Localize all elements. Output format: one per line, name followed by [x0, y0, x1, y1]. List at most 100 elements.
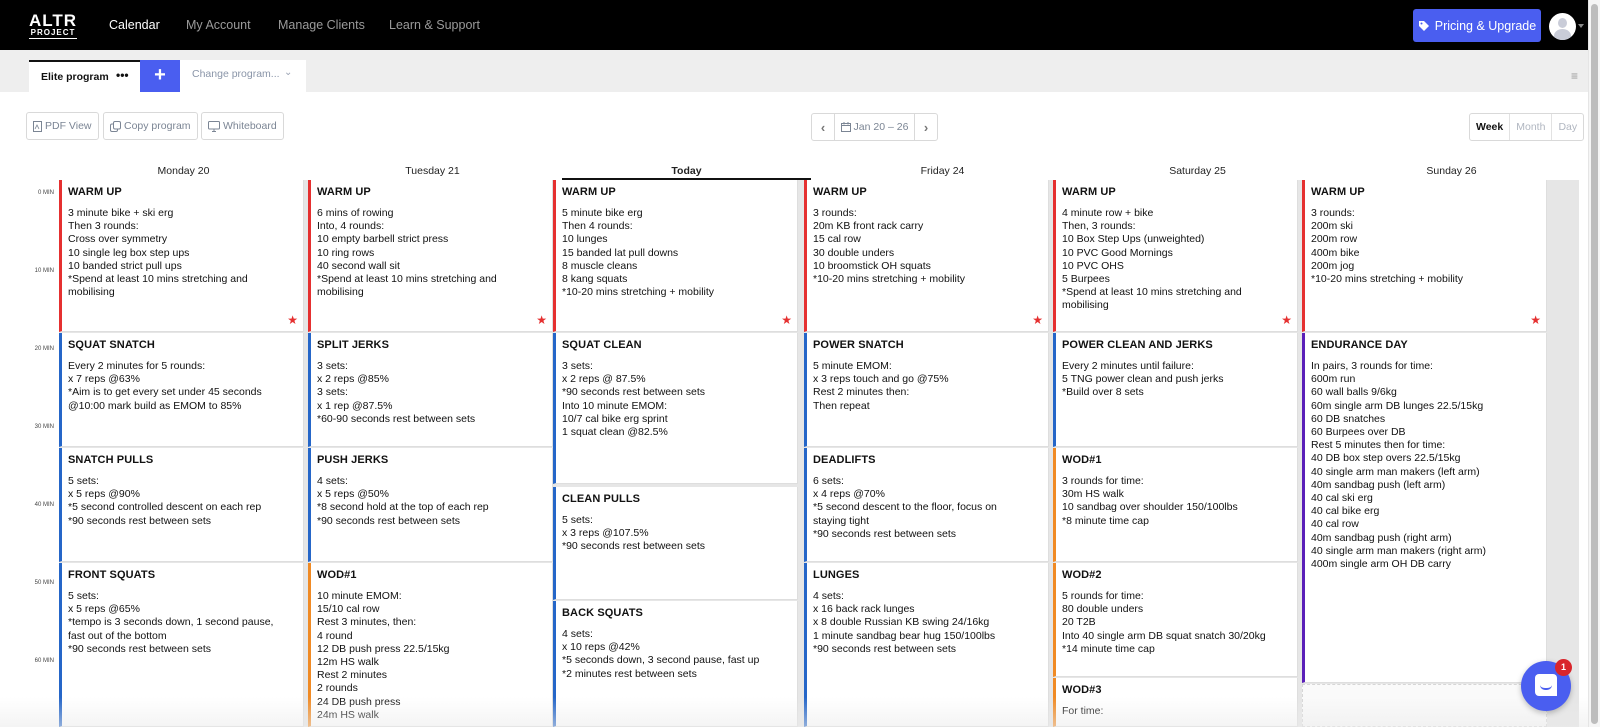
- tab-elite-program[interactable]: Elite program •••: [29, 60, 140, 92]
- view-day-button[interactable]: Day: [1551, 114, 1583, 140]
- workout-card[interactable]: PUSH JERKS 4 sets: x 5 reps @50% *8 second …: [308, 448, 553, 562]
- workout-line: 8 kang squats: [562, 273, 628, 286]
- user-avatar[interactable]: [1549, 13, 1576, 40]
- workout-card[interactable]: WOD#3 For time:: [1053, 678, 1298, 727]
- nav-learn-support[interactable]: Learn & Support: [389, 18, 481, 32]
- workout-line: *Spend at least 10 mins stretching and: [317, 273, 497, 286]
- workout-card[interactable]: WARM UP 4 minute row + bike Then, 3 rounds…: [1053, 180, 1298, 332]
- workout-line: Then 3 rounds:: [68, 220, 139, 233]
- view-week-button[interactable]: Week: [1476, 121, 1504, 133]
- workout-title: POWER SNATCH: [813, 339, 904, 351]
- star-icon[interactable]: ★: [1530, 313, 1541, 327]
- avatar-dropdown-caret-icon[interactable]: [1578, 24, 1584, 28]
- workout-line: 10 sandbag over shoulder 150/100lbs: [1062, 501, 1238, 514]
- workout-line: *90 seconds rest between sets: [813, 642, 957, 655]
- workout-line: *90 seconds rest between sets: [562, 540, 706, 553]
- workout-card[interactable]: SNATCH PULLS 5 sets: x 5 reps @90% *5 secon…: [59, 448, 304, 562]
- pdf-file-icon: [33, 120, 42, 132]
- workout-title: DEADLIFTS: [813, 454, 876, 466]
- date-navigator: ‹ Jan 20 – 26 ›: [811, 113, 938, 141]
- scrollbar-thumb[interactable]: [1591, 4, 1598, 724]
- star-icon[interactable]: ★: [781, 313, 792, 327]
- workout-card[interactable]: POWER SNATCH 5 minute EMOM: x 3 reps touch…: [804, 333, 1049, 447]
- workout-line: 200m jog: [1311, 259, 1355, 272]
- workout-line: 400m single arm OH DB carry: [1311, 558, 1452, 571]
- change-program-dropdown[interactable]: Change program... ⌄: [180, 60, 306, 92]
- workout-line: x 5 reps @65%: [68, 603, 140, 616]
- workout-card[interactable]: DEADLIFTS 6 sets: x 4 reps @70% *5 second d…: [804, 448, 1049, 562]
- workout-card[interactable]: WOD#1 10 minute EMOM: 15/10 cal row Rest 3 …: [308, 563, 553, 727]
- day-header-today: Today: [562, 160, 811, 180]
- workout-title: SNATCH PULLS: [68, 454, 154, 466]
- workout-line: 200m ski: [1311, 220, 1354, 233]
- page-scrollbar[interactable]: [1588, 0, 1600, 727]
- empty-drop-slot[interactable]: [1302, 684, 1547, 727]
- date-range-picker[interactable]: Jan 20 – 26: [834, 114, 915, 140]
- nav-calendar[interactable]: Calendar: [109, 18, 160, 32]
- workout-card[interactable]: WARM UP 3 rounds: 200m ski 200m row 400m bik…: [1302, 180, 1547, 332]
- star-icon[interactable]: ★: [287, 313, 298, 327]
- nav-my-account[interactable]: My Account: [186, 18, 251, 32]
- workout-line: *90 seconds rest between sets: [813, 527, 957, 540]
- workout-card[interactable]: SPLIT JERKS 3 sets: x 2 reps @85% 3 sets: x …: [308, 333, 553, 447]
- workout-line: Into 10 minute EMOM:: [562, 399, 668, 412]
- workout-line: 10 Box Step Ups (unweighted): [1062, 233, 1205, 246]
- workout-card[interactable]: WARM UP 3 rounds: 20m KB front rack carry 1…: [804, 180, 1049, 332]
- workout-card[interactable]: WARM UP 3 minute bike + ski erg Then 3 rou…: [59, 180, 304, 332]
- workout-card[interactable]: BACK SQUATS 4 sets: x 10 reps @42% *5 secon…: [553, 601, 798, 727]
- workout-line: 12 DB push press 22.5/15kg: [317, 642, 450, 655]
- star-icon[interactable]: ★: [1032, 313, 1043, 327]
- workout-line: 1 squat clean @82.5%: [562, 426, 668, 439]
- workout-line: 10 ring rows: [317, 246, 375, 259]
- pricing-upgrade-button[interactable]: Pricing & Upgrade: [1413, 9, 1541, 42]
- workout-line: staying tight: [813, 514, 870, 527]
- workout-card[interactable]: LUNGES 4 sets: x 16 back rack lunges x 8 do…: [804, 563, 1049, 727]
- copy-program-button[interactable]: Copy program: [103, 112, 198, 140]
- time-label: 30 MIN: [34, 424, 54, 430]
- previous-week-button[interactable]: ‹: [820, 119, 826, 135]
- workout-line: x 4 reps @70%: [813, 488, 885, 501]
- star-icon[interactable]: ★: [1281, 313, 1292, 327]
- workout-line: 5 sets:: [68, 475, 99, 487]
- workout-card[interactable]: CLEAN PULLS 5 sets: x 3 reps @107.5% *90 se…: [553, 487, 798, 600]
- workout-card[interactable]: FRONT SQUATS 5 sets: x 5 reps @65% *tempo i…: [59, 563, 304, 727]
- monitor-icon: [208, 120, 220, 132]
- hamburger-menu-icon[interactable]: ≡: [1571, 69, 1579, 83]
- program-options-icon[interactable]: •••: [116, 68, 129, 82]
- view-month-button[interactable]: Month: [1509, 114, 1551, 140]
- calendar-icon: [840, 122, 851, 132]
- whiteboard-button[interactable]: Whiteboard: [201, 112, 284, 140]
- pdf-view-button[interactable]: PDF View: [26, 112, 99, 140]
- add-program-button[interactable]: +: [140, 60, 180, 92]
- workout-line: 40m sandbag push (right arm): [1311, 531, 1452, 544]
- workout-line: *90 seconds rest between sets: [562, 386, 706, 399]
- date-range-label: Jan 20 – 26: [853, 121, 909, 133]
- workout-line: *90 seconds rest between sets: [68, 514, 212, 527]
- workout-line: 15 banded lat pull downs: [562, 246, 679, 259]
- workout-card[interactable]: WARM UP 5 minute bike erg Then 4 rounds: 10…: [553, 180, 798, 332]
- workout-title: WARM UP: [1311, 186, 1365, 198]
- chat-smile-icon: [1540, 685, 1552, 690]
- workout-line: 3 sets:: [562, 360, 593, 372]
- next-week-button[interactable]: ›: [923, 119, 929, 135]
- workout-title: ENDURANCE DAY: [1311, 339, 1408, 351]
- workout-card[interactable]: WARM UP 6 mins of rowing Into, 4 rounds: 10…: [308, 180, 553, 332]
- workout-card[interactable]: WOD#2 5 rounds for time: 80 double unders 2…: [1053, 563, 1298, 677]
- altr-project-logo[interactable]: ALTR PROJECT: [29, 12, 78, 39]
- workout-title: WOD#2: [1062, 569, 1102, 581]
- workout-card[interactable]: POWER CLEAN AND JERKS Every 2 minutes unt…: [1053, 333, 1298, 447]
- workout-line: 5 rounds for time:: [1062, 590, 1144, 602]
- workout-card[interactable]: SQUAT CLEAN 3 sets: x 2 reps @ 87.5% *90 se…: [553, 333, 798, 484]
- workout-line: mobilising: [317, 286, 364, 299]
- workout-card[interactable]: WOD#1 3 rounds for time: 30m HS walk 10 san…: [1053, 448, 1298, 562]
- star-icon[interactable]: ★: [536, 313, 547, 327]
- day-header-saturday: Saturday 25: [1169, 165, 1226, 177]
- workout-line: Rest 3 minutes, then:: [317, 616, 417, 629]
- workout-card[interactable]: ENDURANCE DAY In pairs, 3 rounds for time…: [1302, 333, 1547, 683]
- workout-line: *60-90 seconds rest between sets: [317, 412, 476, 425]
- nav-manage-clients[interactable]: Manage Clients: [278, 18, 365, 32]
- workout-line: 40 cal row: [1311, 518, 1359, 531]
- workout-title: WOD#1: [317, 569, 357, 581]
- copy-icon: [110, 120, 121, 132]
- workout-card[interactable]: SQUAT SNATCH Every 2 minutes for 5 rounds…: [59, 333, 304, 447]
